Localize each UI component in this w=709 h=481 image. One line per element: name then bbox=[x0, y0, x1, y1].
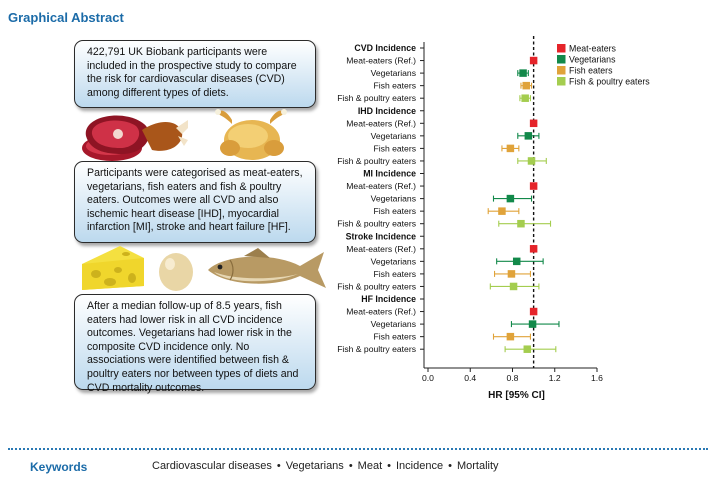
row-label: Fish eaters bbox=[373, 143, 416, 153]
x-axis-label: HR [95% CI] bbox=[488, 390, 545, 401]
row-label: Fish eaters bbox=[373, 269, 416, 279]
hr-point bbox=[527, 157, 536, 165]
keywords-list: Cardiovascular diseases • Vegetarians • Meat… bbox=[152, 460, 499, 472]
summary-text: Participants were categorised as meat-ea… bbox=[87, 167, 303, 234]
legend-swatch bbox=[557, 77, 566, 86]
hr-point bbox=[517, 219, 525, 228]
x-tick-label: 0.4 bbox=[464, 373, 476, 383]
row-label: Vegetarians bbox=[371, 131, 416, 141]
keywords-label: Keywords bbox=[30, 460, 88, 474]
row-label: Fish eaters bbox=[373, 332, 416, 342]
legend-label: Vegetarians bbox=[569, 55, 616, 65]
keyword-separator: • bbox=[448, 460, 452, 472]
hr-point bbox=[519, 69, 527, 77]
cheese-illustration bbox=[82, 246, 144, 290]
row-label: Vegetarians bbox=[371, 68, 416, 78]
hr-point bbox=[529, 182, 538, 190]
legend-swatch bbox=[557, 66, 566, 75]
group-title: MI Incidence bbox=[363, 169, 416, 179]
dotted-divider bbox=[8, 448, 708, 450]
group-title: IHD Incidence bbox=[358, 106, 416, 116]
row-label: Meat-eaters (Ref.) bbox=[346, 118, 416, 128]
x-tick-label: 1.6 bbox=[591, 373, 603, 383]
fish-illustration bbox=[208, 248, 326, 288]
hr-point bbox=[522, 81, 530, 90]
legend-label: Fish & poultry eaters bbox=[569, 77, 650, 87]
row-label: Fish & poultry eaters bbox=[337, 219, 416, 229]
hr-point bbox=[521, 94, 529, 102]
keyword-item: Mortality bbox=[456, 460, 499, 472]
keyword-separator: • bbox=[276, 460, 281, 472]
hr-point bbox=[523, 345, 532, 353]
row-label: Fish & poultry eaters bbox=[337, 344, 416, 354]
row-label: Fish & poultry eaters bbox=[337, 93, 416, 103]
x-tick-label: 0.0 bbox=[422, 373, 434, 383]
row-label: Meat-eaters (Ref.) bbox=[346, 244, 416, 254]
row-label: Fish & poultry eaters bbox=[337, 156, 416, 166]
row-label: Meat-eaters (Ref.) bbox=[346, 56, 416, 66]
keyword-item: Incidence bbox=[396, 460, 444, 472]
legend-swatch bbox=[557, 55, 566, 64]
row-label: Fish eaters bbox=[373, 81, 416, 91]
legend-label: Meat-eaters bbox=[569, 44, 617, 54]
hr-point bbox=[529, 307, 538, 316]
keyword-item: Vegetarians bbox=[285, 460, 344, 472]
hr-point bbox=[509, 282, 518, 291]
group-title: CVD Incidence bbox=[354, 43, 416, 53]
group-title: Stroke Incidence bbox=[346, 231, 417, 241]
hr-point bbox=[506, 144, 515, 153]
legend-label: Fish eaters bbox=[569, 66, 613, 76]
row-label: Meat-eaters (Ref.) bbox=[346, 307, 416, 317]
meat-illustration bbox=[82, 115, 188, 161]
hr-point bbox=[529, 119, 538, 128]
summary-box-categories: Participants were categorised as meat-ea… bbox=[74, 161, 316, 243]
hr-point bbox=[506, 332, 515, 341]
keyword-item: Meat bbox=[357, 460, 383, 472]
summary-text: 422,791 UK Biobank participants were inc… bbox=[87, 46, 297, 99]
graphical-abstract-heading: Graphical Abstract bbox=[8, 10, 124, 25]
hr-point bbox=[528, 320, 537, 328]
keyword-separator: • bbox=[348, 460, 353, 472]
hr-point bbox=[529, 56, 538, 65]
row-label: Fish & poultry eaters bbox=[337, 281, 416, 291]
summary-box-study: 422,791 UK Biobank participants were inc… bbox=[74, 40, 316, 108]
x-tick-label: 1.2 bbox=[549, 373, 561, 383]
x-tick-label: 0.8 bbox=[507, 373, 519, 383]
summary-box-results: After a median follow-up of 8.5 years, f… bbox=[74, 294, 316, 394]
row-label: Vegetarians bbox=[371, 319, 416, 329]
keyword-separator: • bbox=[387, 460, 391, 472]
group-title: HF Incidence bbox=[361, 294, 416, 304]
egg-illustration bbox=[159, 253, 193, 291]
summary-text: After a median follow-up of 8.5 years, f… bbox=[87, 300, 299, 394]
chicken-illustration bbox=[215, 109, 287, 160]
row-label: Vegetarians bbox=[371, 194, 416, 204]
row-label: Vegetarians bbox=[371, 256, 416, 266]
hr-point bbox=[506, 194, 515, 203]
hr-point bbox=[498, 207, 506, 215]
hr-point bbox=[529, 245, 538, 253]
hr-point bbox=[507, 270, 516, 278]
legend-swatch bbox=[557, 44, 566, 53]
hr-point bbox=[512, 257, 521, 266]
keyword-item: Cardiovascular diseases bbox=[152, 460, 272, 472]
row-label: Meat-eaters (Ref.) bbox=[346, 181, 416, 191]
row-label: Fish eaters bbox=[373, 206, 416, 216]
hr-point bbox=[524, 132, 533, 140]
